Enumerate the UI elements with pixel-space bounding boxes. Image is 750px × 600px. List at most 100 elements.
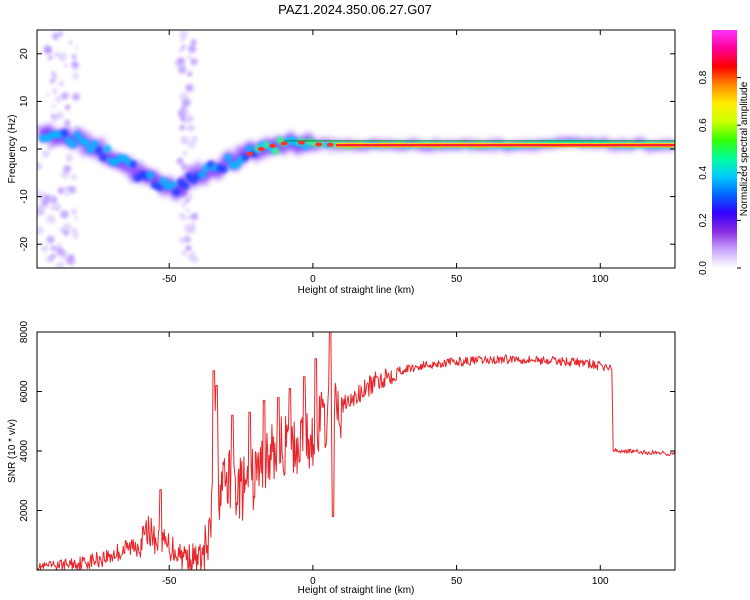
spectrogram-peak-spot — [326, 142, 334, 147]
spectrogram-noise-blob — [176, 57, 186, 66]
spectrogram-noise-blob — [54, 51, 61, 58]
snr-panel: -50 0 50 100 2000 4000 6000 8000 Height of stra… — [7, 320, 676, 596]
spectrogram-ytick-label: -10 — [19, 189, 30, 204]
spectrogram-noise-blob — [63, 119, 71, 127]
spectrogram-core-blob — [219, 165, 228, 174]
spectrogram-noise-blob — [37, 189, 41, 194]
spectrogram-noise-blob — [70, 174, 77, 180]
spectrogram-core-blob — [198, 170, 207, 179]
spectrogram-noise-blob — [185, 208, 190, 213]
spectrogram-xtick-label: 100 — [592, 274, 609, 285]
spectrogram-noise-blob — [187, 115, 195, 122]
snr-xtick-label: 50 — [451, 576, 463, 587]
spectrogram-core-blob — [181, 181, 190, 190]
spectrogram-noise-blob — [50, 253, 56, 259]
spectrogram-noise-blob — [58, 52, 68, 62]
snr-ylabel: SNR (10 * v/v) — [7, 419, 18, 483]
spectrogram-noise-blob — [190, 212, 199, 221]
spectrogram-xtick-label: -50 — [162, 274, 177, 285]
spectrogram-peak-spot — [297, 140, 305, 145]
colorbar-tick-label: 0.0 — [698, 261, 709, 275]
spectrogram-ytick-label: 0 — [19, 146, 30, 152]
spectrogram-noise-blob — [40, 244, 49, 253]
spectrogram-core-blob — [68, 140, 77, 149]
snr-frame — [36, 331, 676, 571]
spectrogram-noise-blob — [187, 71, 193, 77]
spectrogram-noise-blob — [65, 94, 69, 98]
spectrogram-peak — [246, 140, 675, 156]
spectrogram-noise-blob — [178, 212, 186, 220]
spectrogram-noise-blob — [37, 226, 44, 235]
spectrogram-noise-blob — [187, 124, 196, 132]
spectrogram-noise-blob — [43, 194, 50, 201]
spectrogram-core-blob — [146, 171, 155, 180]
spectrogram-noise-blob — [51, 88, 58, 95]
spectrogram-peak-core — [335, 143, 675, 147]
spectrogram-noise-blob — [45, 255, 51, 261]
spectrogram-noise-blob — [57, 186, 65, 195]
spectrogram-noise-blob — [181, 202, 187, 208]
spectrogram-noise-blob — [55, 111, 64, 120]
spectrogram-noise-blob — [190, 39, 197, 46]
spectrogram-noise-blob — [183, 223, 193, 233]
spectrogram-image — [37, 30, 675, 268]
spectrogram-noise-blob — [42, 149, 50, 158]
colorbar-tick-label: 0.6 — [698, 118, 709, 132]
spectrogram-noise-blob — [57, 31, 64, 37]
spectrogram-noise-blob — [68, 40, 73, 45]
spectrogram-noise-blob — [190, 135, 198, 143]
spectrogram-noise-blob — [179, 30, 188, 39]
spectrogram-noise-blob — [39, 209, 46, 216]
spectrogram-core-blob — [103, 144, 112, 153]
spectrogram-noise-blob — [60, 210, 69, 219]
snr-xlabel: Height of straight line (km) — [298, 585, 415, 596]
colorbar: 0.0 0.2 0.4 0.6 0.8 Normalized spectral ampl… — [698, 30, 750, 275]
spectrogram-noise-blob — [50, 245, 57, 252]
colorbar-tick-label: 0.8 — [698, 70, 709, 84]
spectrogram-xtick-label: 50 — [451, 274, 463, 285]
spectrogram-core-blob — [99, 153, 108, 162]
spectrogram-noise-blob — [71, 227, 78, 235]
spectrogram-noise-blob — [176, 157, 184, 165]
spectrogram-noise-blob — [177, 109, 186, 118]
spectrogram-noise-blob — [64, 191, 70, 197]
spectrogram-noise-blob — [72, 72, 80, 80]
spectrogram-core-blob — [94, 146, 103, 155]
spectrogram-peak-spot — [246, 151, 254, 156]
spectrogram-noise-blob — [180, 63, 187, 69]
spectrogram-noise-blob — [185, 83, 194, 93]
colorbar-label: Normalized spectral amplitude — [739, 81, 750, 216]
spectrogram-noise-blob — [70, 208, 78, 216]
spectrogram-noise-blob — [56, 247, 65, 257]
spectrogram-noise-blob — [180, 104, 187, 111]
snr-xtick-label: -50 — [162, 576, 177, 587]
snr-ytick-label: 6000 — [19, 380, 30, 403]
spectrogram-core-blob — [159, 177, 168, 186]
spectrogram-noise-blob — [37, 162, 43, 171]
snr-ytick-label: 2000 — [19, 499, 30, 522]
spectrogram-noise-blob — [62, 223, 72, 232]
spectrogram-core-blob — [60, 129, 69, 138]
spectrogram-noise-blob — [65, 186, 69, 191]
spectrogram-noise-blob — [45, 93, 50, 97]
spectrogram-noise-blob — [71, 60, 79, 68]
spectrogram-noise-blob — [179, 124, 186, 131]
spectrogram-noise-blob — [49, 78, 56, 84]
snr-axes: -50 0 50 100 2000 4000 6000 8000 — [19, 320, 675, 587]
spectrogram-core-blob — [129, 160, 138, 169]
spectrogram-noise-blob — [181, 44, 186, 50]
snr-xtick-label: 0 — [310, 576, 316, 587]
snr-ytick-label: 8000 — [19, 320, 30, 343]
spectrogram-noise-blob — [68, 254, 75, 260]
spectrogram-noise-blob — [46, 235, 55, 244]
colorbar-ticks: 0.0 0.2 0.4 0.6 0.8 — [698, 70, 741, 275]
colorbar-scale — [712, 30, 737, 268]
spectrogram-noise-blob — [43, 45, 52, 54]
spectrogram-noise-blob — [182, 150, 188, 156]
spectrogram-xtick-label: 0 — [310, 274, 316, 285]
spectrogram-core-blob — [90, 140, 99, 149]
spectrogram-noise-blob — [68, 185, 77, 194]
snr-ytick-label: 4000 — [19, 439, 30, 462]
spectrogram-noise-blob — [47, 55, 53, 61]
